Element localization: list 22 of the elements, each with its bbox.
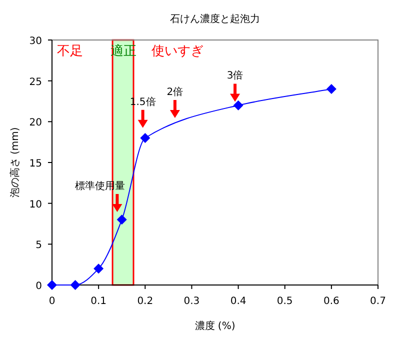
x-tick-label: 0: [48, 296, 56, 307]
y-tick-label: 0: [36, 281, 42, 292]
annotation: 3倍: [226, 70, 244, 82]
y-tick-label: 5: [36, 240, 42, 252]
x-tick-label: 0.6: [323, 296, 340, 307]
x-tick-label: 0.3: [184, 296, 200, 307]
x-tick-label: 0.7: [370, 296, 386, 307]
y-tick-label: 25: [29, 76, 42, 88]
y-tick-label: 10: [29, 199, 42, 210]
x-axis-title: 濃度 (%): [194, 320, 236, 332]
x-tick-label: 0.2: [137, 296, 154, 307]
y-tick-label: 30: [29, 36, 42, 47]
annotation: 2倍: [166, 86, 184, 98]
x-tick-label: 0.5: [276, 296, 293, 307]
x-tick-label: 0.1: [90, 296, 107, 307]
y-tick-label: 15: [29, 158, 42, 170]
y-axis-title: 泡の高さ (mm): [9, 127, 21, 198]
chart-title: 石けん濃度と起泡力: [170, 13, 260, 25]
y-tick-label: 20: [29, 118, 42, 129]
annotation: 不足: [57, 44, 83, 59]
annotation: 使いすぎ: [152, 44, 204, 59]
x-tick-label: 0.4: [230, 296, 246, 307]
